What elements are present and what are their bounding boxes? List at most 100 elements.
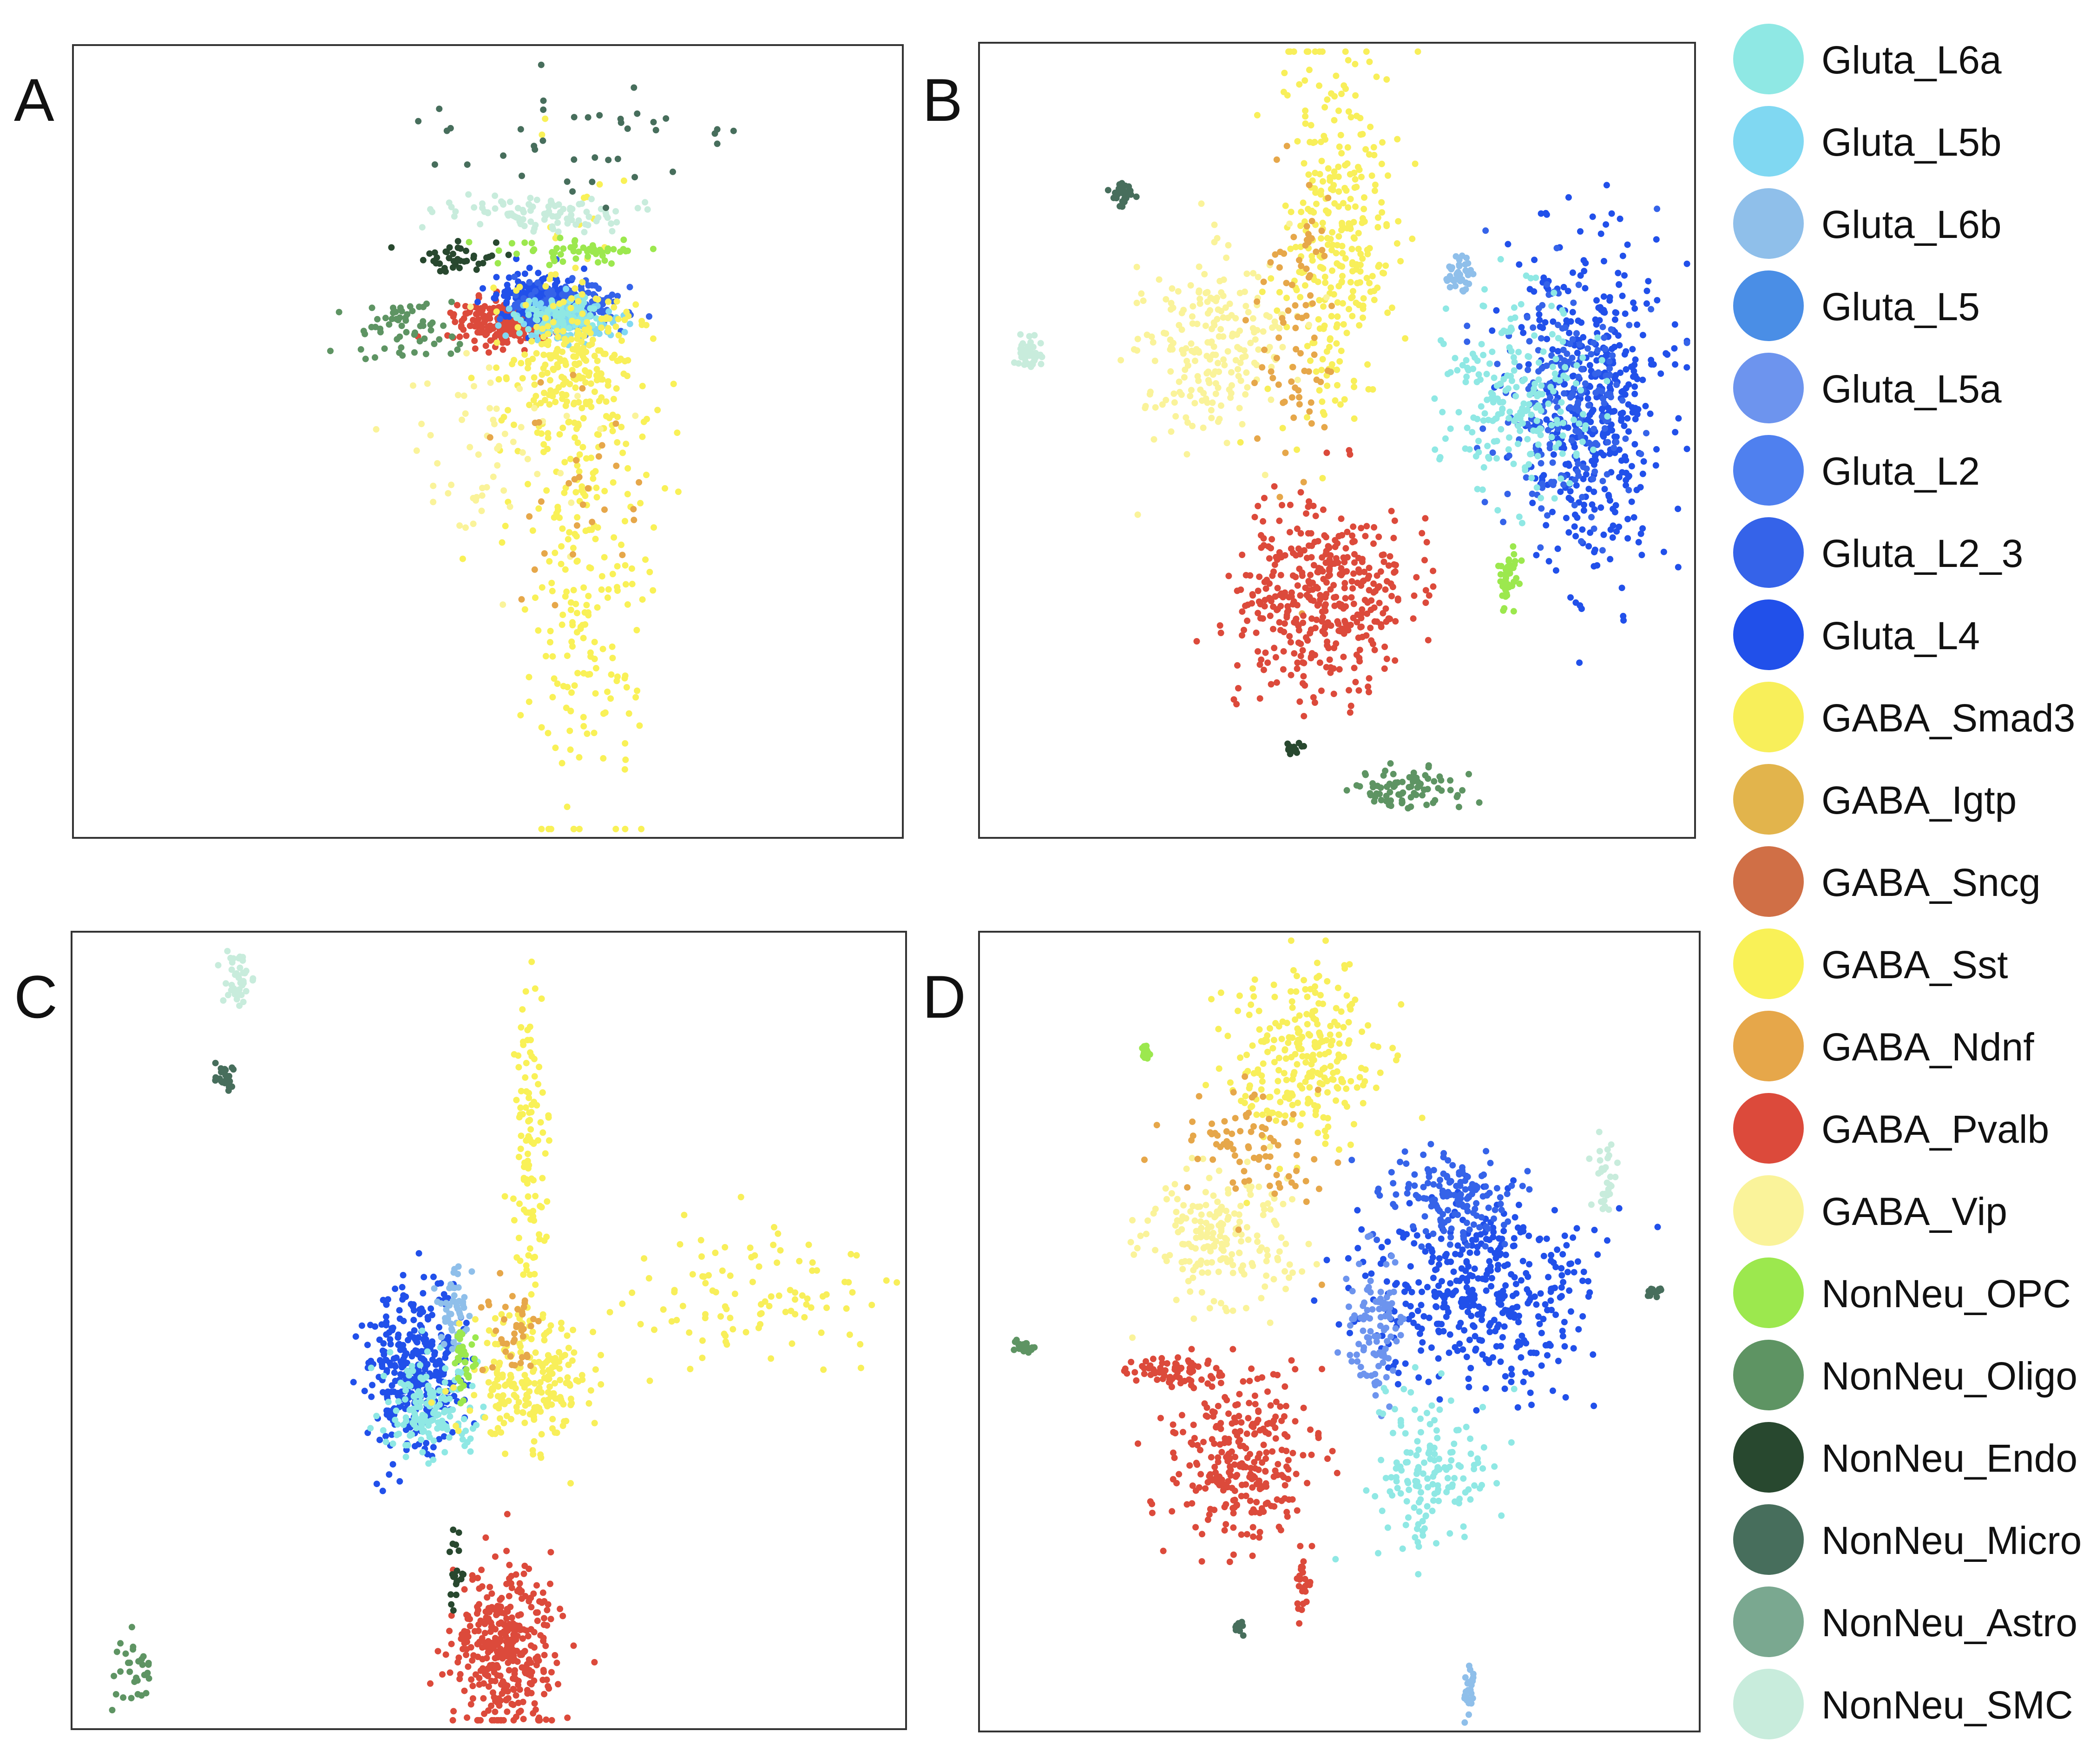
data-point: [1566, 404, 1573, 411]
data-point: [410, 382, 416, 389]
data-point: [469, 1683, 476, 1689]
data-point: [1479, 303, 1486, 309]
data-point: [352, 1333, 359, 1340]
data-point: [555, 1681, 561, 1688]
data-point: [583, 349, 590, 355]
data-point: [1409, 778, 1416, 785]
data-point: [1366, 245, 1373, 252]
data-point: [1383, 221, 1390, 228]
data-point: [1360, 314, 1366, 321]
data-point: [1631, 390, 1638, 397]
data-point: [1299, 572, 1306, 579]
data-point: [1572, 476, 1578, 483]
data-point: [1430, 583, 1437, 590]
data-point: [570, 826, 577, 832]
data-point: [527, 207, 534, 214]
data-point: [1606, 365, 1613, 372]
data-point: [625, 710, 632, 717]
data-point: [487, 337, 494, 344]
data-point: [553, 512, 559, 519]
data-point: [419, 1422, 425, 1428]
data-point: [461, 1586, 468, 1593]
data-point: [1286, 633, 1293, 640]
data-point: [418, 1415, 425, 1422]
data-point: [1278, 590, 1285, 597]
data-point: [1296, 698, 1303, 705]
data-point: [376, 1436, 383, 1443]
data-point: [540, 441, 547, 448]
data-point: [456, 1675, 463, 1682]
data-point: [542, 315, 549, 322]
data-point: [569, 1357, 576, 1364]
data-point: [1459, 787, 1466, 794]
data-point: [493, 1636, 500, 1643]
data-point: [418, 421, 425, 428]
data-point: [642, 199, 649, 206]
scatter-plot-b: [1011, 48, 1690, 812]
data-point: [393, 1354, 400, 1361]
data-point: [547, 197, 554, 204]
data-point: [1267, 612, 1274, 619]
data-point: [449, 1346, 456, 1353]
data-point: [1344, 144, 1351, 151]
data-point: [450, 311, 457, 318]
data-point: [381, 1351, 388, 1358]
data-point: [537, 300, 544, 307]
data-point: [1324, 96, 1331, 103]
data-point: [1510, 608, 1517, 615]
data-point: [560, 292, 567, 299]
data-point: [387, 1336, 394, 1343]
data-point: [1303, 223, 1310, 230]
data-point: [539, 371, 546, 378]
data-point: [1325, 645, 1332, 652]
data-point: [478, 507, 485, 514]
data-point: [1606, 294, 1613, 301]
data-point: [424, 1348, 431, 1355]
data-point: [1279, 502, 1285, 508]
data-point: [1309, 340, 1316, 346]
data-point: [1378, 160, 1385, 167]
data-point: [486, 1683, 492, 1690]
data-point: [532, 594, 539, 601]
data-point: [531, 374, 538, 381]
data-point: [1206, 380, 1213, 387]
data-point: [552, 549, 559, 556]
cluster-nonneu-oligo: [1343, 760, 1483, 812]
data-point: [1382, 262, 1389, 269]
data-point: [373, 426, 380, 433]
data-point: [486, 434, 493, 441]
data-point: [1353, 112, 1360, 119]
data-point: [1371, 187, 1378, 194]
data-point: [508, 1585, 515, 1592]
data-point: [559, 391, 565, 398]
data-point: [1564, 424, 1571, 431]
data-point: [571, 114, 578, 121]
data-point: [495, 1717, 502, 1724]
data-point: [1284, 603, 1291, 610]
data-point: [1484, 442, 1491, 449]
data-point: [1436, 456, 1443, 463]
data-point: [527, 1642, 534, 1649]
data-point: [1535, 368, 1542, 375]
data-point: [1513, 384, 1520, 391]
data-point: [1559, 338, 1566, 345]
data-point: [1244, 384, 1251, 391]
data-point: [569, 275, 576, 282]
data-point: [490, 284, 497, 291]
data-point: [1478, 341, 1485, 348]
data-point: [1371, 151, 1378, 158]
data-point: [556, 431, 563, 438]
data-point: [1275, 334, 1282, 341]
data-point: [585, 1400, 592, 1407]
data-point: [1281, 250, 1288, 257]
data-point: [1632, 405, 1639, 412]
data-point: [1492, 415, 1499, 422]
data-point: [1609, 427, 1616, 434]
data-point: [1512, 393, 1519, 400]
data-point: [506, 1561, 513, 1568]
data-point: [1327, 336, 1334, 343]
data-point: [1488, 389, 1495, 396]
cluster-gaba-ndnf: [1242, 143, 1335, 617]
data-point: [1272, 593, 1279, 600]
data-point: [1447, 425, 1454, 432]
